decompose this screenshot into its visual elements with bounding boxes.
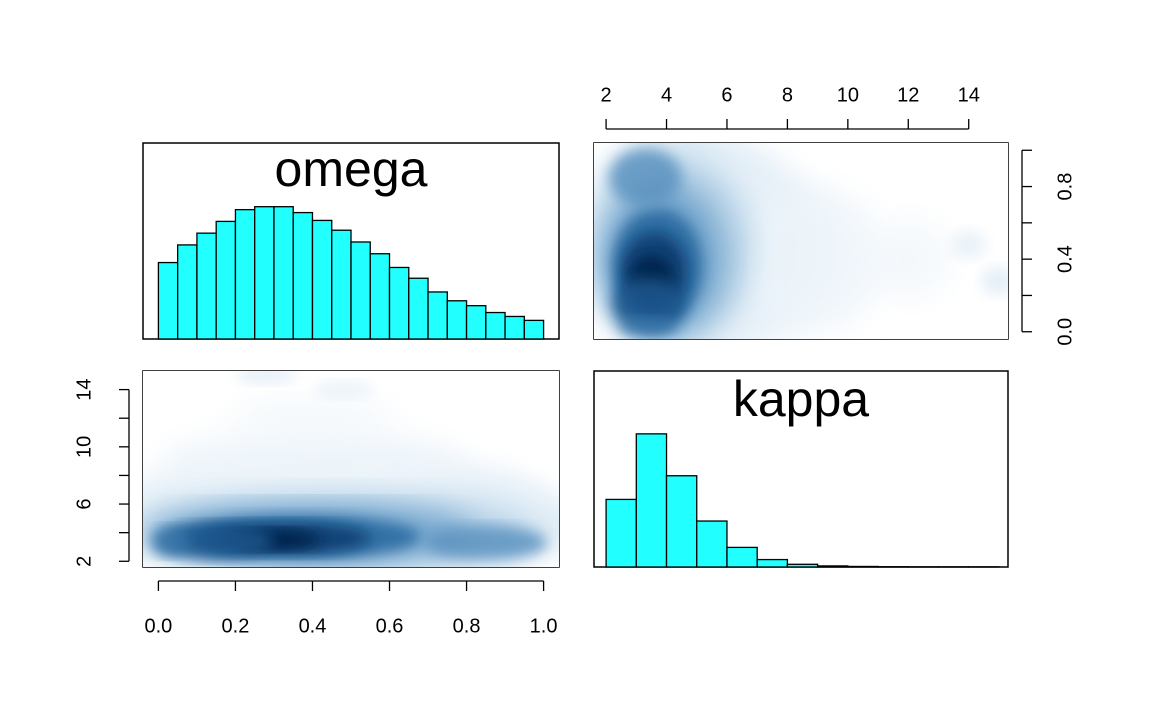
omega-title: omega: [275, 141, 428, 197]
density-kappa-vs-omega: [576, 128, 1017, 353]
bottom-left-y-tick-label-6: 14: [73, 378, 95, 400]
kappa-hist-bar-0: [606, 499, 636, 567]
kappa-histogram-bars: [606, 434, 999, 567]
top-right-x-tick-label-6: 14: [958, 84, 980, 106]
omega-hist-bar-9: [332, 230, 351, 339]
omega-hist-bar-5: [255, 207, 274, 339]
omega-hist-bar-17: [486, 313, 505, 339]
omega-hist-bar-18: [505, 316, 524, 339]
bottom-left-density-blob-3: [228, 398, 397, 438]
omega-hist-bar-15: [447, 301, 466, 339]
omega-hist-bar-3: [216, 221, 235, 339]
top-right-x-tick-label-5: 12: [897, 84, 919, 106]
top-right-x-tick-label-1: 4: [661, 84, 672, 106]
top-right-density-blob-13: [618, 317, 678, 335]
omega-hist-bar-16: [467, 306, 486, 339]
omega-hist-bar-14: [428, 292, 447, 339]
top-right-x-tick-label-3: 8: [782, 84, 793, 106]
kappa-hist-bar-1: [636, 434, 666, 567]
bottom-left-x-tick-label-3: 0.6: [376, 615, 404, 637]
kappa-hist-bar-4: [727, 547, 757, 567]
omega-hist-bar-1: [178, 245, 197, 339]
omega-hist-bar-10: [351, 242, 370, 339]
bottom-left-x-tick-label-4: 0.8: [453, 615, 481, 637]
kappa-hist-bar-5: [757, 560, 787, 567]
density-omega-vs-kappa: [112, 367, 590, 576]
kappa-hist-bar-7: [818, 566, 848, 567]
bottom-left-y-tick-label-0: 2: [73, 556, 95, 567]
kappa-hist-bar-8: [848, 566, 878, 567]
top-right-y-tick-label-0: 0.0: [1054, 318, 1076, 346]
top-right-x-tick-label-0: 2: [601, 84, 612, 106]
bottom-left-y-tick-label-2: 6: [73, 498, 95, 509]
omega-hist-bar-0: [158, 263, 177, 339]
bottom-left-density-blob-11: [424, 526, 547, 560]
bottom-left-density-blob-13: [151, 527, 190, 556]
kappa-hist-bar-3: [697, 521, 727, 567]
bottom-left-x-tick-label-2: 0.4: [299, 615, 327, 637]
top-right-density-blob-2: [739, 187, 884, 332]
omega-hist-bar-2: [197, 233, 216, 339]
top-right-density-blob-4: [981, 266, 1017, 295]
kappa-title: kappa: [733, 371, 869, 427]
kappa-hist-bar-2: [667, 476, 697, 567]
omega-hist-bar-19: [524, 320, 543, 339]
omega-histogram-bars: [158, 207, 543, 339]
top-right-density-blob-3: [866, 219, 951, 299]
kappa-hist-bar-6: [787, 564, 817, 567]
omega-hist-bar-13: [409, 278, 428, 339]
omega-hist-bar-11: [370, 254, 389, 339]
bottom-left-density-blob-5: [312, 381, 374, 398]
omega-hist-bar-6: [274, 207, 293, 339]
top-right-density-blob-5: [951, 230, 987, 259]
top-right-x-tick-label-2: 6: [721, 84, 732, 106]
bottom-left-density-blob-2: [158, 430, 466, 499]
bottom-left-x-tick-label-0: 0.0: [145, 615, 173, 637]
omega-hist-bar-12: [390, 267, 409, 339]
bottom-left-density-blob-4: [235, 367, 297, 384]
omega-hist-bar-7: [293, 213, 312, 339]
bottom-left-y-tick-label-4: 10: [73, 436, 95, 458]
top-right-x-tick-label-4: 10: [837, 84, 859, 106]
omega-hist-bar-8: [312, 220, 331, 339]
top-right-y-tick-label-4: 0.8: [1054, 173, 1076, 201]
top-right-y-tick-label-2: 0.4: [1054, 245, 1076, 273]
bottom-left-x-tick-label-1: 0.2: [222, 615, 250, 637]
omega-hist-bar-4: [235, 210, 254, 339]
top-right-density-blob-11: [609, 148, 682, 206]
bottom-left-x-tick-label-5: 1.0: [530, 615, 558, 637]
